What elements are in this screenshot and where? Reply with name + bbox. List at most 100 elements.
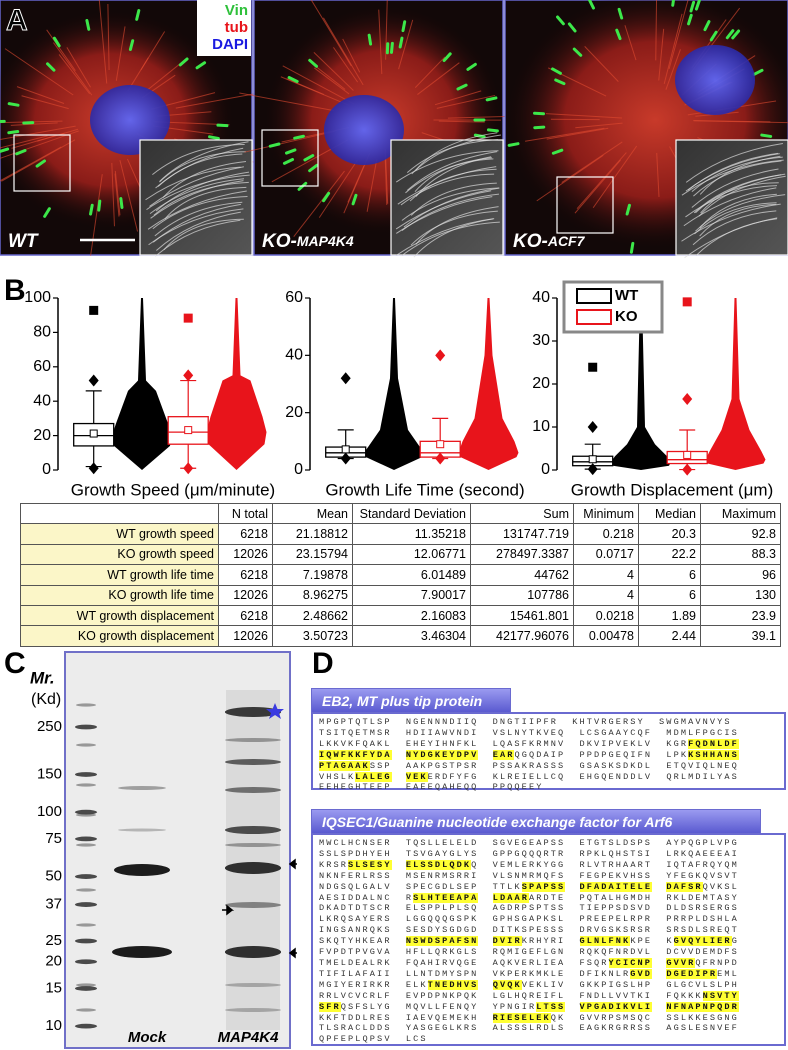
microtubule [624, 25, 637, 61]
cell: 0.0218 [573, 604, 639, 627]
focal-adhesion [671, 0, 675, 7]
gel [64, 651, 291, 1049]
focal-adhesion [533, 125, 546, 130]
inset-filament [147, 190, 247, 230]
focal-adhesion [703, 20, 711, 32]
ladder-band [75, 986, 97, 991]
microtubule [293, 170, 345, 237]
sequence-text [652, 882, 666, 892]
focal-adhesion [195, 61, 207, 70]
ladder-band [76, 983, 96, 987]
row-header: WT growth displacement [20, 604, 219, 627]
focal-adhesion [308, 163, 319, 173]
microtubule [53, 42, 93, 96]
cell: 0.218 [573, 523, 639, 545]
sequence-text: TMELDEALRK FQAHIRVQGE AQKVERLIEA FSQR [319, 957, 609, 968]
inset-filament [683, 187, 777, 227]
cell: 4 [573, 564, 639, 586]
sequence-text [565, 1002, 579, 1012]
percentile-marker [682, 463, 693, 476]
sequence-text: MWCLHCNSER TQSLLELELD SGVEGEAPSS ETGTSLD… [319, 838, 739, 848]
focal-adhesion [760, 133, 773, 138]
protein-band [225, 983, 281, 987]
panel-name-main: KO- [513, 231, 548, 252]
table-row: KO growth displacement 12026 3.50723 3.4630… [20, 625, 781, 647]
microtubule [668, 0, 689, 70]
cell: 23.9 [700, 604, 781, 627]
microtubule [0, 146, 62, 182]
sequence-text: AESIDDALNC R [319, 892, 414, 903]
sequence-text: QK GVVRPSMSQC SSLKKESGNG [550, 1012, 739, 1023]
inset-filament [691, 168, 779, 208]
inset-filament [153, 181, 249, 216]
inset-filament [409, 168, 497, 202]
peptide-hit: EAR [492, 749, 515, 760]
point-cloud [458, 298, 519, 470]
max-marker [183, 313, 193, 323]
ladder-band [75, 809, 97, 815]
inset-filament [411, 134, 501, 175]
ladder-band [75, 836, 97, 842]
inset-filament [150, 180, 244, 219]
sequence-line: AESIDDALNC RSLHTEEAPA LDAARARDTE PQTALHG… [319, 892, 778, 904]
microtubule [438, 120, 485, 123]
inset-filament [156, 211, 241, 251]
microtubule [140, 31, 166, 71]
y-tick-label: 20 [33, 427, 51, 444]
focal-adhesion [46, 62, 56, 72]
peptide-hit: VEK [405, 771, 428, 782]
microtubule [342, 38, 361, 73]
microtubule [584, 46, 619, 82]
sequence-text: SSLSPDHYEH TSVGAYGLYS GPPGQQQRTR RPKLQHS… [319, 848, 739, 859]
inset-filament [405, 157, 492, 194]
ladder-band [75, 772, 97, 777]
sequence-line: MPGPTQTLSP NGENNNDIIQ DNGTIIPFR KHTVRGER… [319, 717, 778, 728]
focal-adhesion [533, 111, 546, 116]
arrow [288, 858, 297, 870]
sequence-text: QPFEPLQPSV LCS [319, 1034, 428, 1045]
microtubule [561, 141, 623, 183]
peptide-hit: DAFSR [666, 881, 703, 892]
microtubule [0, 130, 79, 159]
cell: 39.1 [700, 625, 781, 647]
microtubule [313, 52, 354, 91]
sequence-text: QGQDAIP PPDPGEQIFN LPK [514, 749, 689, 760]
x-axis-label: Growth Displacement (μm) [571, 480, 774, 499]
inset-filament [163, 218, 244, 251]
sequence-text: KKFTDDLRES IAEVQEMEKH [319, 1012, 493, 1023]
protein-band [225, 1008, 281, 1012]
focal-adhesion [389, 41, 394, 54]
lane-smear [226, 690, 280, 1030]
legend-swatch [576, 288, 612, 304]
sequence-text: LKRQSAYERS LGGQQQGSPK GPHSGAPKSL PREEPEL… [319, 914, 739, 925]
focal-adhesion [401, 20, 407, 33]
microtubule [0, 125, 76, 140]
focal-adhesion [551, 67, 562, 75]
focal-adhesion [694, 0, 701, 11]
microtubule [58, 54, 91, 95]
marker-label: 100 [37, 803, 62, 820]
cell: 96 [700, 564, 781, 586]
focal-adhesion [625, 203, 631, 216]
sequence-line: KKFTDDLRES IAEVQEMEKH RIESELEKQK GVVRPSM… [319, 1012, 778, 1024]
inset-filament [694, 202, 777, 235]
peptide-hit: NFNAPNPQDR [666, 1001, 739, 1012]
microtubule [398, 19, 414, 70]
peptide-hit: LALEG [355, 771, 392, 782]
microtubule [10, 122, 58, 126]
sequence-text [565, 882, 579, 892]
sequence-line: TMELDEALRK FQAHIRVQGE AQKVERLIEA FSQRYCI… [319, 957, 778, 969]
protein-band [112, 946, 172, 958]
cell: 6.01489 [352, 564, 471, 586]
inset-filament [401, 193, 500, 232]
protein-title: EB2, MT plus tip protein [311, 688, 511, 712]
point-cloud [206, 298, 267, 470]
percentile-marker [435, 349, 446, 362]
y-tick-label: 20 [285, 404, 303, 421]
y-tick-label: 0 [541, 461, 550, 478]
inset-filament [395, 218, 495, 256]
focal-adhesion [293, 134, 305, 140]
cell: 6 [638, 584, 701, 606]
microtubule [655, 0, 658, 61]
microtubule [21, 95, 69, 110]
